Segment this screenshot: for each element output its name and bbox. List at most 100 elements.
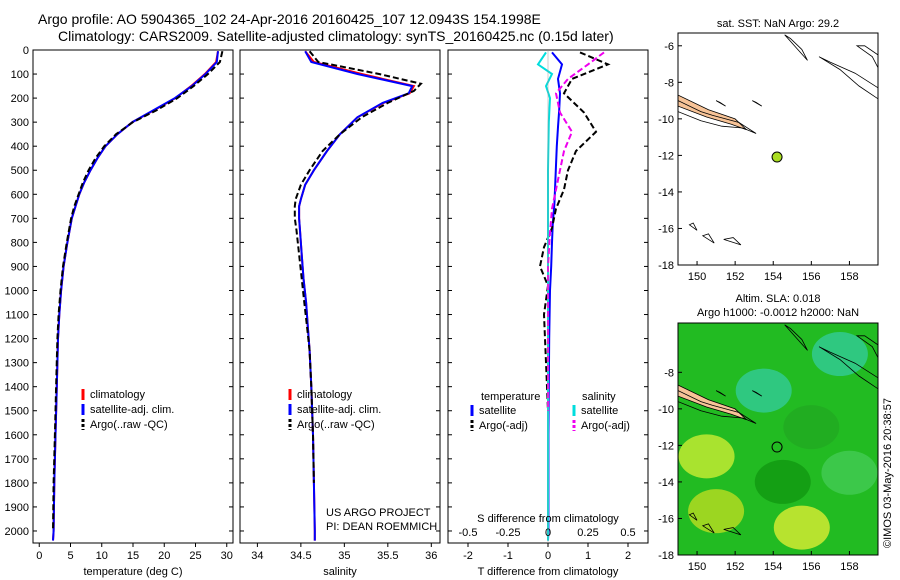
- sst-map-coastline: [723, 237, 742, 246]
- temperature-xtick-label: 20: [158, 550, 170, 562]
- sst-map-coastline: [855, 45, 878, 68]
- temperature-legend-label: Argo(..raw -QC): [90, 419, 168, 431]
- sst-map-ytick-label: -10: [658, 114, 674, 126]
- sla-anomaly-patch: [688, 489, 745, 534]
- salinity-xlabel: salinity: [323, 566, 357, 578]
- depth-tick-label: 1300: [5, 358, 29, 370]
- sla-map-xtick-label: 154: [764, 561, 782, 573]
- temperature-xtick-label: 25: [189, 550, 201, 562]
- sla-map-coastline: [678, 390, 757, 424]
- sst-map-ytick-label: -14: [658, 187, 674, 199]
- sst-map-coastline: [818, 56, 878, 100]
- depth-tick-label: 600: [11, 189, 29, 201]
- temperature-xlabel: temperature (deg C): [83, 566, 182, 578]
- sla-map-argo-marker: [771, 441, 783, 453]
- salinity-plot-frame: [239, 49, 441, 544]
- sla-map-coastline: [715, 390, 726, 397]
- depth-tick-label: 2000: [5, 526, 29, 538]
- sst-map-xtick-label: 150: [688, 271, 706, 283]
- difference-legend-label: Argo(-adj): [581, 420, 630, 432]
- sla-map-ytick-label: -16: [658, 513, 674, 525]
- depth-tick-label: 400: [11, 141, 29, 153]
- temperature-series-satellite-adj-clim-: [52, 51, 219, 541]
- sla-map-ytick-label: -8: [664, 367, 674, 379]
- sla-map: [677, 322, 879, 556]
- sst-map-coastline: [701, 233, 715, 244]
- sla-map-coastline: [688, 512, 698, 521]
- depth-tick-label: 800: [11, 237, 29, 249]
- sst-map-ytick-label: -16: [658, 223, 674, 235]
- sla-map-frame: [677, 322, 879, 556]
- depth-tick-label: 0: [23, 45, 29, 57]
- figure-title-line2: Climatology: CARS2009. Satellite-adjuste…: [58, 28, 614, 44]
- sla-map-title-line2: Argo h1000: -0.0012 h2000: NaN: [697, 307, 859, 319]
- difference-top-tick-label: -0.5: [459, 527, 478, 539]
- sla-map-ytick-label: -10: [658, 404, 674, 416]
- difference-top-xlabel: S difference from climatology: [477, 513, 619, 525]
- sst-map-land: [678, 94, 747, 131]
- sla-map-ytick-label: -18: [658, 550, 674, 562]
- sst-map-coastline: [715, 100, 726, 107]
- salinity-xtick-label: 34.5: [290, 550, 311, 562]
- sla-anomaly-patch: [678, 434, 735, 479]
- sst-map-coastline: [784, 34, 808, 61]
- sla-map-coastline: [818, 346, 878, 390]
- depth-tick-label: 1900: [5, 502, 29, 514]
- sla-map-coastline: [855, 335, 878, 358]
- sst-map-coastline: [752, 100, 763, 107]
- sla-map-area: [678, 323, 878, 555]
- depth-tick-label: 1700: [5, 454, 29, 466]
- sla-anomaly-patch: [821, 450, 878, 495]
- sla-map-coastline: [752, 390, 763, 397]
- difference-legend-label: satellite: [479, 405, 516, 417]
- salinity-annotation: US ARGO PROJECT: [326, 507, 431, 519]
- temperature-xtick-label: 30: [221, 550, 233, 562]
- difference-series-temperature-argo-adj-: [538, 51, 611, 507]
- difference-legend-label: Argo(-adj): [479, 420, 528, 432]
- depth-tick-label: 1200: [5, 334, 29, 346]
- depth-tick-label: 1100: [5, 310, 29, 322]
- difference-xtick-label: 0: [545, 550, 551, 562]
- sla-map-coastline: [784, 324, 808, 351]
- temperature-xtick-label: 15: [127, 550, 139, 562]
- figure-title-line1: Argo profile: AO 5904365_102 24-Apr-2016…: [38, 11, 541, 27]
- depth-tick-label: 1800: [5, 478, 29, 490]
- sst-map-xtick-label: 154: [764, 271, 782, 283]
- sst-map-xtick-label: 152: [726, 271, 744, 283]
- temperature-xtick-label: 10: [96, 550, 108, 562]
- sla-map-xtick-label: 158: [840, 561, 858, 573]
- salinity-xtick-label: 36: [425, 550, 437, 562]
- salinity-series-satellite-adj-clim-: [298, 50, 414, 541]
- depth-tick-label: 500: [11, 165, 29, 177]
- salinity-legend-label: satellite-adj. clim.: [297, 404, 381, 416]
- sla-map-xtick-label: 150: [688, 561, 706, 573]
- sla-anomaly-patch: [754, 459, 811, 504]
- depth-tick-label: 700: [11, 213, 29, 225]
- depth-tick-label: 1600: [5, 430, 29, 442]
- sla-map-coastline: [701, 523, 715, 534]
- temperature-series-climatology: [52, 51, 219, 541]
- depth-tick-label: 200: [11, 93, 29, 105]
- difference-top-tick-label: 0.25: [577, 527, 598, 539]
- depth-tick-label: 300: [11, 117, 29, 129]
- salinity-legend-label: Argo(..raw -QC): [297, 419, 375, 431]
- sla-anomaly-patch: [773, 505, 830, 550]
- sst-map-title: sat. SST: NaN Argo: 29.2: [717, 18, 839, 30]
- sla-map-xtick-label: 152: [726, 561, 744, 573]
- sla-map-xtick-label: 156: [802, 561, 820, 573]
- sst-map-coastline: [688, 222, 698, 231]
- salinity-xtick-label: 35.5: [377, 550, 398, 562]
- sla-anomaly-patch: [735, 368, 792, 413]
- depth-tick-label: 100: [11, 69, 29, 81]
- temperature-xtick-label: 5: [67, 550, 73, 562]
- difference-top-tick-label: 0: [545, 527, 551, 539]
- sst-map-ytick-label: -6: [664, 41, 674, 53]
- difference-legend-header-salinity: salinity: [582, 391, 616, 403]
- sst-map-ytick-label: -8: [664, 77, 674, 89]
- sla-anomaly-patch: [783, 405, 840, 450]
- sst-map-xtick-label: 156: [802, 271, 820, 283]
- sla-map-coastline: [723, 527, 742, 536]
- sst-map-frame: [677, 32, 879, 266]
- sst-map-xtick-label: 158: [840, 271, 858, 283]
